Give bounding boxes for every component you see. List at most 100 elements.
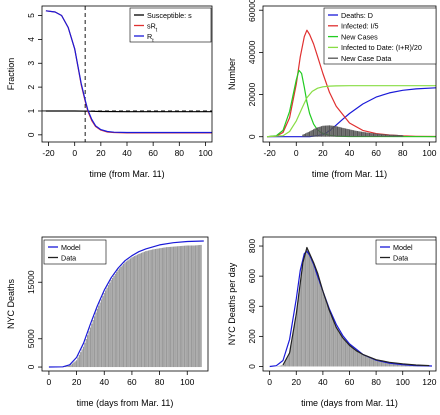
new-case-data-bar	[358, 131, 360, 137]
new-case-data-bar	[336, 126, 339, 137]
histogram-bar	[182, 245, 184, 368]
histogram-bar	[379, 360, 381, 367]
histogram-bar	[318, 277, 320, 367]
histogram-bar	[138, 253, 140, 368]
y-tick-label: 4	[26, 37, 36, 42]
histogram-bar	[153, 249, 155, 368]
histogram-bar	[157, 248, 159, 368]
new-case-data-bar	[324, 125, 327, 137]
histogram-bar	[134, 255, 136, 368]
new-case-data-bar	[380, 134, 383, 137]
new-case-data-bar	[340, 127, 343, 137]
histogram-bar	[391, 362, 393, 367]
histogram-bar	[320, 286, 323, 367]
histogram-bar	[67, 365, 69, 368]
new-case-data-bar	[360, 131, 363, 137]
histogram-bar	[200, 244, 202, 368]
legend-entry: Infected to Date: (I+R)/20	[341, 43, 422, 52]
histogram-bar	[336, 329, 339, 367]
histogram-bar	[294, 321, 296, 367]
y-tick-label: 5	[26, 13, 36, 18]
legend-box	[323, 7, 437, 65]
histogram-bar	[388, 362, 391, 367]
histogram-bar	[161, 247, 163, 368]
y-axis-label: NYC Deaths per day	[227, 262, 237, 345]
plot-area	[269, 246, 433, 368]
histogram-bar	[199, 245, 201, 368]
histogram-bar	[372, 358, 375, 367]
histogram-bar	[304, 252, 307, 367]
histogram-bar	[355, 350, 357, 367]
x-tick-label: 60	[127, 377, 137, 387]
histogram-bar	[140, 252, 143, 368]
new-case-data-bar	[303, 133, 305, 137]
y-axis-label: Number	[227, 58, 237, 90]
histogram-bar	[93, 316, 96, 368]
histogram-bar	[66, 366, 68, 368]
histogram-bar	[343, 339, 345, 367]
histogram-bar	[92, 320, 94, 368]
histogram-bar	[332, 320, 335, 367]
new-case-data-bar	[400, 135, 402, 137]
x-tick-label: 0	[72, 148, 77, 158]
new-case-data-bar	[330, 125, 332, 137]
histogram-bar	[124, 262, 126, 368]
histogram-bar	[132, 256, 134, 368]
histogram-bar	[285, 360, 287, 367]
histogram-bar	[188, 245, 190, 368]
histogram-bar	[87, 335, 89, 368]
x-tick-label: 100	[198, 148, 212, 158]
histogram-bar	[172, 246, 175, 368]
histogram-bar	[190, 245, 193, 368]
x-tick-label: 0	[267, 377, 272, 387]
new-case-data-bar	[318, 127, 320, 137]
histogram-bar	[145, 251, 147, 368]
new-case-data-bar	[375, 133, 377, 137]
x-tick-label: 80	[175, 148, 185, 158]
histogram-bar	[78, 354, 80, 368]
histogram-bar	[374, 359, 376, 367]
new-case-data-bar	[332, 125, 335, 137]
x-tick-label: -20	[42, 148, 55, 158]
histogram-bar	[127, 260, 129, 368]
histogram-bar	[367, 356, 369, 367]
histogram-bar	[160, 248, 162, 368]
legend-entry: Deaths: D	[341, 11, 373, 20]
histogram-bar	[128, 259, 130, 368]
y-tick-label: 0	[26, 132, 36, 137]
histogram-bar	[380, 360, 383, 367]
histogram-bar	[171, 246, 173, 368]
new-case-data-bar	[350, 129, 352, 137]
series-line-0	[48, 240, 204, 368]
histogram-bar	[98, 305, 100, 368]
histogram-bar	[315, 269, 317, 367]
histogram-bar	[146, 250, 148, 368]
new-case-data-bar	[394, 134, 396, 137]
panel-a: -20 0 20 40 60 80 100 0 1 2 3 4 5 time (from Mar. 11)…	[6, 5, 213, 179]
new-case-data-bar	[316, 127, 319, 137]
x-axis-label: time (from Mar. 11)	[89, 169, 164, 179]
histogram-bar	[322, 291, 324, 367]
new-case-data-bar	[307, 132, 309, 137]
histogram-bar	[179, 246, 181, 368]
histogram-bar	[298, 293, 300, 367]
histogram-bar	[152, 249, 154, 368]
new-case-data-bar	[370, 133, 372, 137]
y-tick-label: 60000	[247, 0, 257, 22]
histogram-bar	[143, 251, 145, 368]
new-case-data-bar	[379, 133, 381, 137]
histogram-bar	[387, 362, 389, 367]
new-case-data-bar	[367, 132, 369, 137]
new-case-data-bar	[386, 134, 388, 137]
histogram-bar	[347, 343, 349, 367]
histogram-bar	[354, 349, 356, 367]
histogram-bar	[378, 360, 380, 367]
y-tick-label: 40000	[247, 40, 257, 64]
histogram-bar	[142, 252, 144, 368]
new-case-data-bar	[354, 130, 356, 137]
new-case-data-bar	[374, 133, 376, 137]
histogram-bar	[89, 327, 92, 368]
legend-box	[43, 239, 107, 265]
y-tick-label: 0	[247, 364, 257, 369]
histogram-bar	[100, 299, 103, 368]
